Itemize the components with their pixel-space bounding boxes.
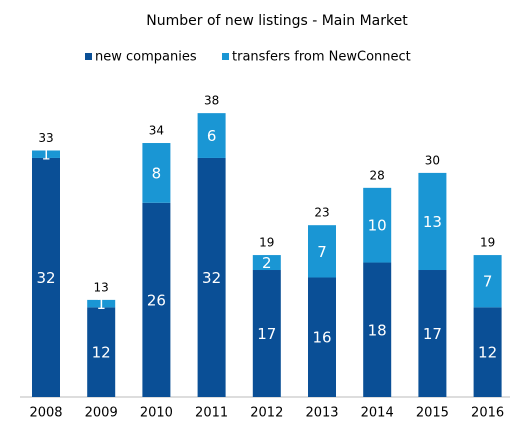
bar-segment <box>32 157 60 397</box>
total-label: 38 <box>204 94 219 108</box>
legend-label: transfers from NewConnect <box>232 50 411 65</box>
segment-label: 32 <box>36 269 55 287</box>
legend-swatch <box>85 53 92 60</box>
segment-label: 10 <box>368 217 387 235</box>
segment-label: 17 <box>423 325 442 343</box>
segment-label: 32 <box>202 269 221 287</box>
segment-label: 16 <box>312 329 331 347</box>
x-tick-label: 2009 <box>85 406 118 421</box>
segment-label: 6 <box>207 127 217 145</box>
segment-label: 8 <box>152 164 162 182</box>
bar-segment <box>142 202 171 397</box>
chart-title: Number of new listings - Main Market <box>146 13 408 29</box>
segment-label: 1 <box>41 146 51 164</box>
bar-segment <box>197 157 226 397</box>
total-label: 33 <box>38 131 53 145</box>
bar-segment <box>87 307 116 397</box>
segment-label: 7 <box>483 273 493 291</box>
total-label: 13 <box>94 280 109 294</box>
legend-swatch <box>222 53 229 60</box>
bar-segment <box>142 143 171 203</box>
bar-segment <box>363 262 392 397</box>
total-label: 34 <box>149 124 164 138</box>
segment-label: 2 <box>262 254 272 272</box>
x-tick-label: 2012 <box>250 406 283 421</box>
segment-label: 12 <box>478 344 497 362</box>
total-label: 28 <box>370 168 385 182</box>
bar-segment <box>32 150 60 158</box>
legend-label: new companies <box>95 50 197 65</box>
total-label: 30 <box>425 153 440 167</box>
bar-segment <box>473 255 502 308</box>
x-tick-label: 2015 <box>416 406 449 421</box>
segment-label: 7 <box>317 243 327 261</box>
bar-segment <box>363 187 392 263</box>
bar-segment <box>418 172 447 271</box>
bar-segment <box>87 299 116 308</box>
bar-segment <box>308 225 336 278</box>
segment-label: 13 <box>423 213 442 231</box>
bar-segment <box>418 270 447 397</box>
x-tick-label: 2008 <box>29 406 62 421</box>
bar-segment <box>308 277 336 397</box>
bar-segment <box>252 255 281 271</box>
bar-segment <box>252 270 281 397</box>
x-tick-label: 2011 <box>195 406 228 421</box>
segment-label: 17 <box>257 325 276 343</box>
segment-label: 18 <box>368 321 387 339</box>
x-tick-label: 2010 <box>140 406 173 421</box>
x-tick-label: 2013 <box>305 406 338 421</box>
segment-label: 26 <box>147 291 166 309</box>
x-tick-label: 2014 <box>361 406 394 421</box>
total-label: 19 <box>480 236 495 250</box>
total-label: 19 <box>259 236 274 250</box>
bar-segment <box>197 113 226 158</box>
total-label: 23 <box>314 206 329 220</box>
segment-label: 1 <box>96 295 106 313</box>
x-tick-label: 2016 <box>471 406 504 421</box>
bar-segment <box>473 307 502 397</box>
segment-label: 12 <box>92 344 111 362</box>
